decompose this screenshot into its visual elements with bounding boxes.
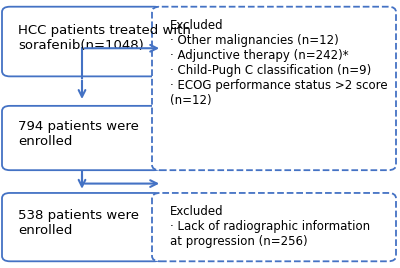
FancyBboxPatch shape: [152, 7, 396, 170]
Text: Excluded
· Other malignancies (n=12)
· Adjunctive therapy (n=242)*
· Child-Pugh : Excluded · Other malignancies (n=12) · A…: [170, 19, 388, 107]
FancyBboxPatch shape: [2, 106, 162, 170]
Text: HCC patients treated with
sorafenib(n=1048): HCC patients treated with sorafenib(n=10…: [18, 24, 191, 51]
Text: 794 patients were
enrolled: 794 patients were enrolled: [18, 120, 139, 148]
FancyBboxPatch shape: [152, 193, 396, 261]
FancyBboxPatch shape: [2, 7, 162, 76]
FancyBboxPatch shape: [2, 193, 162, 261]
Text: Excluded
· Lack of radiographic information
at progression (n=256): Excluded · Lack of radiographic informat…: [170, 205, 370, 248]
Text: 538 patients were
enrolled: 538 patients were enrolled: [18, 209, 139, 237]
